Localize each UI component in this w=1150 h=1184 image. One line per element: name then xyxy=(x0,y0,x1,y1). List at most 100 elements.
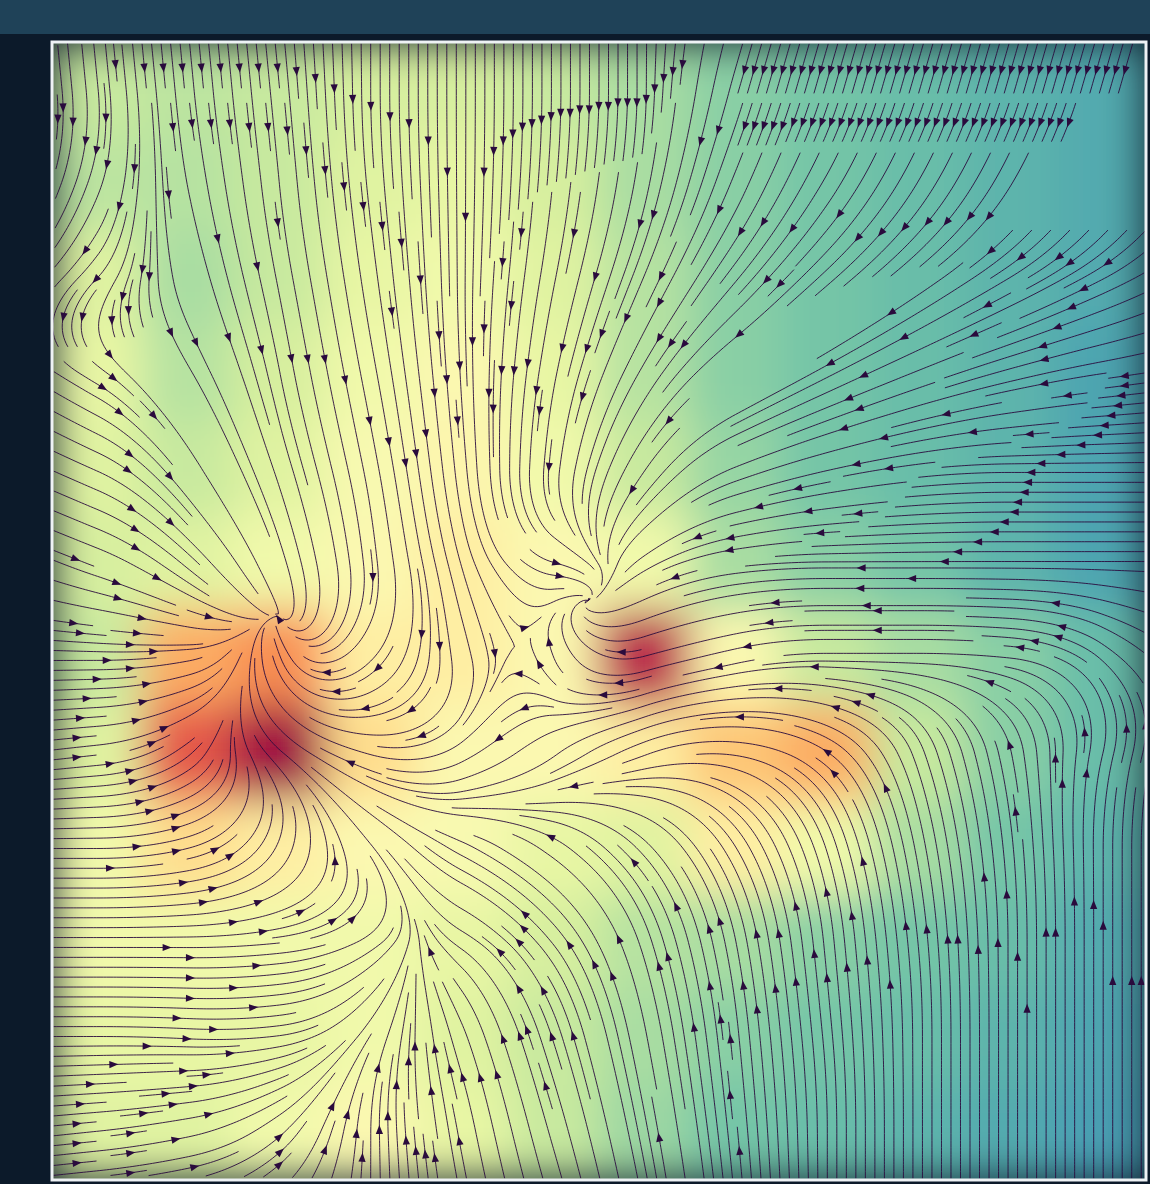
arrowhead xyxy=(854,118,864,129)
arrowhead xyxy=(884,464,894,472)
arrowhead xyxy=(374,1063,383,1073)
arrowhead xyxy=(349,95,356,104)
arrowhead xyxy=(654,298,665,309)
arrowhead xyxy=(875,227,886,239)
streamline xyxy=(282,903,315,918)
arrowhead xyxy=(469,337,476,346)
arrowhead xyxy=(524,359,532,369)
arrowhead xyxy=(135,797,145,806)
streamline xyxy=(784,653,1092,1178)
arrowhead xyxy=(854,65,863,76)
arrowhead xyxy=(886,979,894,988)
streamline xyxy=(966,44,980,94)
arrowhead xyxy=(1083,768,1091,778)
arrowhead xyxy=(651,84,658,93)
streamline xyxy=(804,103,818,142)
arrowhead xyxy=(166,328,176,339)
arrowhead xyxy=(768,65,777,76)
heat-cell xyxy=(1054,1085,1146,1180)
arrowhead xyxy=(320,1144,330,1155)
arrowhead xyxy=(72,1139,82,1147)
streamline xyxy=(817,263,963,359)
streamline xyxy=(976,44,990,94)
heat-cell xyxy=(52,990,144,1086)
arrowhead xyxy=(930,65,939,76)
heat-cell xyxy=(325,990,417,1086)
streamline xyxy=(747,103,762,145)
heat-cell xyxy=(690,705,782,801)
arrowhead xyxy=(274,63,282,73)
arrowhead xyxy=(964,211,975,223)
arrowhead xyxy=(499,258,507,268)
arrowhead xyxy=(1116,392,1126,400)
arrowhead xyxy=(1128,976,1135,985)
streamline xyxy=(53,1045,325,1096)
streamline xyxy=(285,44,365,654)
streamline xyxy=(526,802,752,1178)
arrowhead xyxy=(660,74,668,83)
arrowhead xyxy=(520,623,531,632)
arrowhead xyxy=(678,339,689,351)
arrowhead xyxy=(1042,928,1049,937)
arrowhead xyxy=(582,344,592,355)
streamline xyxy=(615,522,859,591)
arrowhead xyxy=(954,934,962,943)
arrowhead xyxy=(384,1111,391,1120)
arrowhead xyxy=(1052,928,1059,937)
arrowhead xyxy=(92,146,101,156)
arrowhead xyxy=(376,1125,383,1134)
streamline xyxy=(54,431,188,525)
arrowhead xyxy=(1053,252,1065,263)
arrowhead xyxy=(742,642,752,651)
streamline xyxy=(823,103,838,142)
arrowhead xyxy=(898,333,909,344)
streamline xyxy=(652,398,690,442)
arrowhead xyxy=(653,333,664,344)
arrowhead xyxy=(655,1132,664,1142)
streamline xyxy=(655,321,686,366)
streamline xyxy=(995,741,1018,1179)
arrowhead xyxy=(412,1146,420,1156)
arrowhead xyxy=(585,105,592,114)
arrowhead xyxy=(844,65,853,76)
arrowhead xyxy=(360,704,370,713)
arrowhead xyxy=(1037,342,1048,352)
arrowhead xyxy=(1101,258,1112,269)
arrowhead xyxy=(321,355,330,365)
streamline xyxy=(983,706,1018,792)
streamline xyxy=(730,502,888,526)
arrowhead xyxy=(862,602,871,609)
arrowhead xyxy=(321,166,329,176)
arrowhead xyxy=(475,1072,484,1083)
arrowhead xyxy=(555,572,565,581)
arrowhead xyxy=(981,300,992,311)
arrowhead xyxy=(968,65,977,76)
heat-cell xyxy=(234,421,326,517)
arrowhead xyxy=(626,485,637,496)
streamline xyxy=(386,708,612,772)
heat-cell xyxy=(507,800,599,896)
arrowhead xyxy=(655,271,665,282)
arrowhead xyxy=(534,658,545,669)
streamline xyxy=(899,717,960,1178)
arrowhead xyxy=(885,308,896,319)
heat-cell xyxy=(416,136,508,232)
heat-cell xyxy=(690,516,782,612)
streamline xyxy=(814,44,828,94)
heat-cell xyxy=(1054,990,1146,1086)
streamline xyxy=(738,352,964,445)
arrowhead xyxy=(130,524,141,535)
heat-cell xyxy=(507,705,599,801)
heat-cell xyxy=(963,136,1055,232)
arrowhead xyxy=(416,731,427,741)
arrowhead xyxy=(142,680,152,689)
arrowhead xyxy=(72,753,82,761)
arrowhead xyxy=(735,227,746,238)
streamline xyxy=(54,550,95,566)
streamline xyxy=(414,919,457,1178)
arrowhead xyxy=(199,898,209,906)
heat-cell xyxy=(52,136,144,232)
heat-cell xyxy=(599,42,691,137)
streamlines xyxy=(53,42,1146,1178)
streamline xyxy=(696,754,865,1179)
